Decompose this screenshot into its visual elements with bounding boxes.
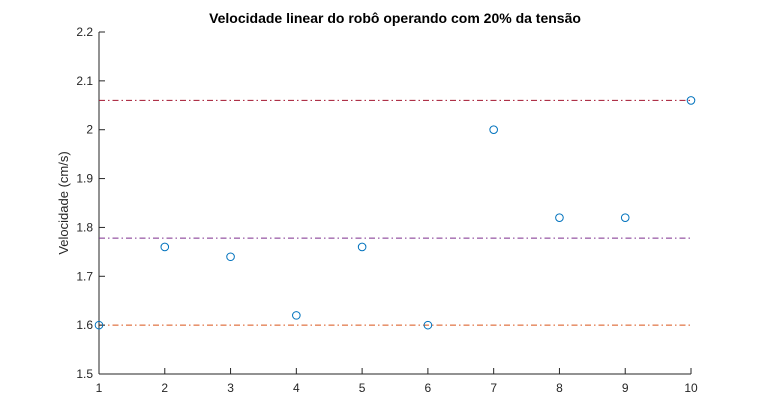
y-tick-label: 1.9 (76, 172, 93, 186)
data-point (357, 242, 367, 252)
x-tick-label: 9 (622, 381, 629, 395)
data-point (423, 320, 433, 330)
x-tick-label: 2 (161, 381, 168, 395)
x-tick-label: 5 (359, 381, 366, 395)
data-point (160, 242, 170, 252)
data-point (94, 320, 104, 330)
chart-title: Velocidade linear do robô operando com 2… (209, 10, 581, 26)
y-axis-label: Velocidade (cm/s) (56, 151, 71, 254)
x-tick-label: 1 (96, 381, 103, 395)
y-axis-ticks: 1.5 1.6 1.7 1.8 1.9 2 2.1 2.2 (76, 25, 105, 381)
data-point (620, 213, 630, 222)
y-tick-label: 2 (86, 123, 93, 137)
y-tick-label: 1.6 (76, 318, 93, 332)
x-tick-label: 8 (556, 381, 563, 395)
x-tick-label: 4 (293, 381, 300, 395)
x-tick-label: 3 (227, 381, 234, 395)
y-tick-label: 1.8 (76, 220, 93, 234)
data-points (94, 96, 696, 330)
y-tick-label: 1.7 (76, 269, 93, 283)
data-point (226, 252, 235, 262)
x-tick-label: 6 (425, 381, 432, 395)
x-axis-ticks: 1 2 3 4 5 6 7 8 9 10 (96, 368, 698, 395)
x-tick-label: 7 (490, 381, 497, 395)
y-tick-label: 2.2 (76, 25, 93, 39)
data-point (489, 125, 498, 135)
data-point (686, 96, 696, 105)
y-tick-label: 1.5 (76, 367, 93, 381)
y-tick-label: 2.1 (76, 74, 93, 88)
reference-lines (99, 99, 691, 326)
data-point (555, 213, 564, 222)
data-point (292, 311, 301, 320)
x-tick-label: 10 (684, 381, 698, 395)
plot-area (98, 32, 691, 375)
